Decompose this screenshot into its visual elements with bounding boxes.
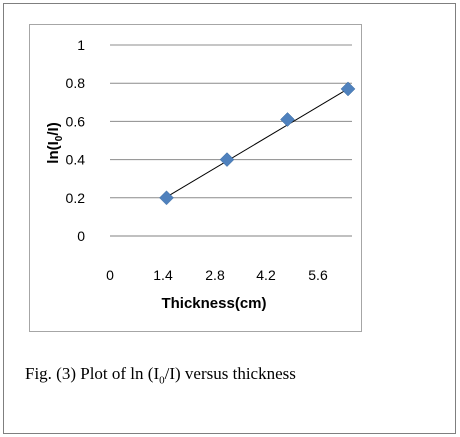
x-tick-label: 0 bbox=[106, 267, 114, 283]
y-tick-label: 0 bbox=[77, 228, 85, 244]
y-tick-label: 0.4 bbox=[66, 152, 86, 168]
caption-suffix: /I) versus thickness bbox=[164, 364, 296, 383]
y-tick-label: 0.2 bbox=[66, 190, 86, 206]
caption-prefix: Fig. (3) Plot of ln (I bbox=[25, 364, 160, 383]
x-tick-label: 1.4 bbox=[153, 267, 173, 283]
y-tick-label: 0.6 bbox=[66, 113, 86, 129]
trendline bbox=[167, 86, 353, 197]
figure-caption: Fig. (3) Plot of ln (I0/I) versus thickn… bbox=[25, 364, 296, 386]
y-tick-label: 1 bbox=[77, 37, 85, 53]
x-axis-title: Thickness(cm) bbox=[161, 295, 266, 312]
scatter-chart: 0 0.2 0.4 0.6 0.8 1 0 1.4 2.8 4.2 5.6 Thickness(cm)… bbox=[45, 37, 356, 312]
data-point bbox=[340, 81, 356, 97]
caption-subscript: 0 bbox=[159, 374, 165, 387]
x-tick-label: 2.8 bbox=[205, 267, 225, 283]
x-tick-label: 5.6 bbox=[308, 267, 328, 283]
data-point bbox=[159, 190, 174, 206]
chart-area: 0 0.2 0.4 0.6 0.8 1 0 1.4 2.8 4.2 5.6 Thickness(cm)… bbox=[29, 24, 362, 332]
x-tick-label: 4.2 bbox=[256, 267, 276, 283]
y-tick-label: 0.8 bbox=[66, 75, 86, 91]
data-point bbox=[219, 152, 235, 167]
data-point bbox=[280, 112, 295, 127]
figure-frame: 0 0.2 0.4 0.6 0.8 1 0 1.4 2.8 4.2 5.6 Thickness(cm)… bbox=[3, 3, 456, 434]
y-axis-title: ln(I0/I) bbox=[45, 122, 65, 163]
